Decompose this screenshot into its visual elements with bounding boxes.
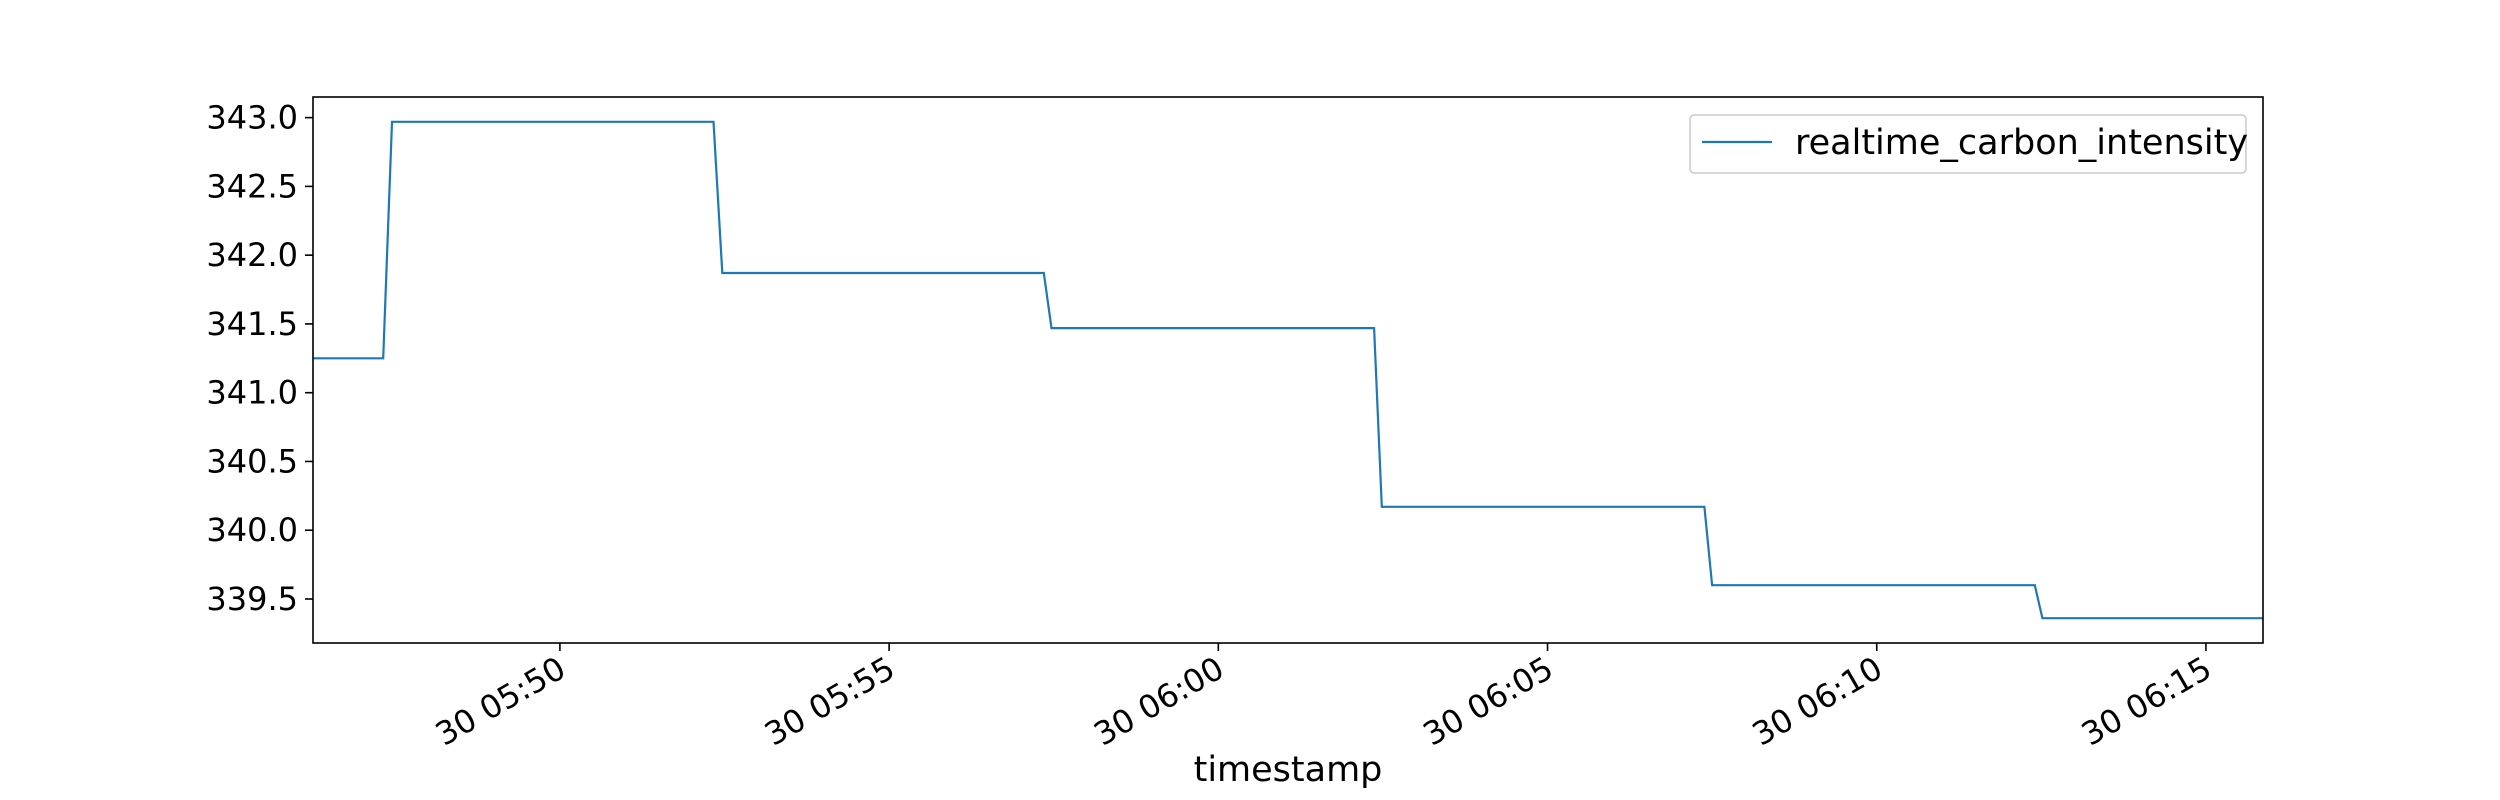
y-tick-label: 341.0: [206, 374, 298, 412]
y-tick-label: 340.5: [206, 442, 298, 480]
y-tick-label: 340.0: [206, 511, 298, 549]
plot-frame: [312, 96, 2264, 644]
legend: realtime_carbon_intensity: [1689, 114, 2248, 174]
legend-label: realtime_carbon_intensity: [1795, 123, 2248, 163]
x-axis-title: timestamp: [1194, 750, 1383, 790]
series-line-0: [313, 120, 2263, 620]
y-tick-label: 342.0: [206, 236, 298, 274]
y-tick-label: 342.5: [206, 167, 298, 205]
y-tick-label: 343.0: [206, 99, 298, 137]
y-tick-label: 339.5: [206, 580, 298, 618]
y-tick-label: 341.5: [206, 305, 298, 343]
y-axis: 339.5 340.0 340.5 341.0 341.5 342.0 342.5 343.0: [206, 99, 313, 618]
legend-box: [1689, 114, 2247, 174]
series-layer: [313, 120, 2263, 620]
plot-area: [313, 97, 2263, 643]
